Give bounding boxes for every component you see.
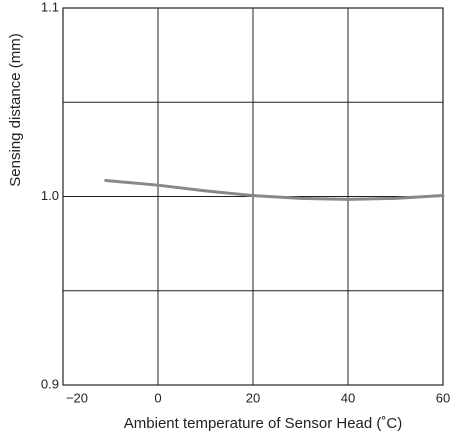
y-axis-title: Sensing distance (mm) xyxy=(7,33,24,186)
x-tick-label: −20 xyxy=(66,390,88,405)
y-tick-label: 0.9 xyxy=(41,376,59,391)
x-tick-label: 60 xyxy=(436,390,450,405)
x-tick-label: 20 xyxy=(246,390,260,405)
x-axis-title: Ambient temperature of Sensor Head (˚C) xyxy=(124,415,402,432)
x-tick-label: 0 xyxy=(154,390,161,405)
x-tick-label: 40 xyxy=(341,390,355,405)
y-tick-label: 1.1 xyxy=(41,0,59,14)
y-tick-label: 1.0 xyxy=(41,188,59,203)
data-line xyxy=(104,178,445,201)
